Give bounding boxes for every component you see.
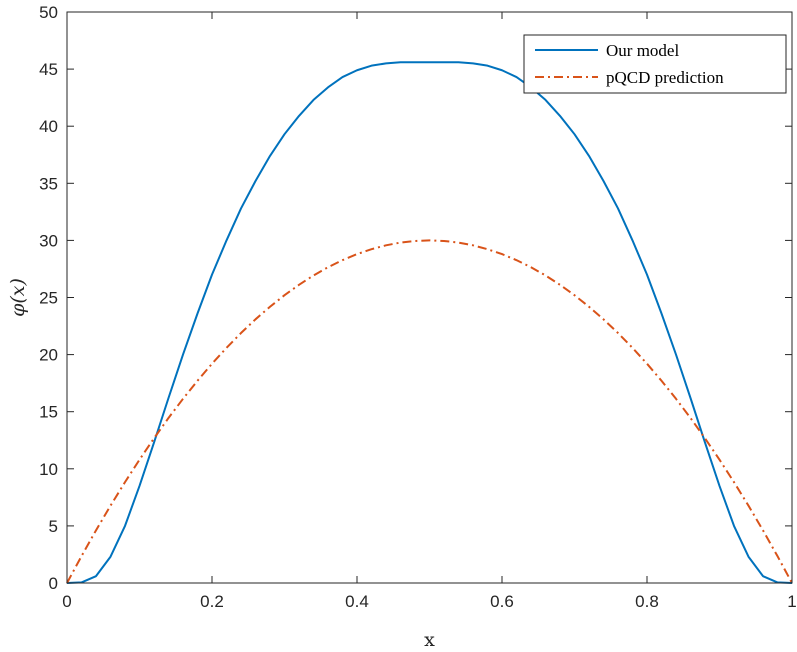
y-tick-label: 15: [39, 403, 58, 422]
y-tick-label: 20: [39, 346, 58, 365]
series-layer: [66, 61, 793, 584]
x-tick-label: 0.4: [345, 592, 369, 611]
x-tick-label: 0.8: [635, 592, 659, 611]
y-tick-label: 0: [49, 574, 58, 593]
x-axis-title: x: [424, 629, 435, 651]
y-tick-label: 5: [49, 517, 58, 536]
legend-label: pQCD prediction: [606, 68, 724, 87]
series-line-our-model: [66, 61, 793, 584]
series-line-pqcd-prediction: [66, 239, 793, 584]
x-tick-label: 0: [62, 592, 71, 611]
y-tick-label: 50: [39, 3, 58, 22]
legend-label: Our model: [606, 41, 679, 60]
x-tick-label: 1: [787, 592, 796, 611]
legend-box: [523, 34, 787, 94]
y-tick-label: 10: [39, 460, 58, 479]
y-tick-label: 30: [39, 231, 58, 250]
x-tick-label: 0.2: [200, 592, 224, 611]
y-tick-label: 40: [39, 117, 58, 136]
x-tick-label: 0.6: [490, 592, 514, 611]
y-axis-title: φ(x): [7, 278, 29, 317]
y-tick-label: 45: [39, 60, 58, 79]
y-tick-label: 35: [39, 174, 58, 193]
legend: Our model pQCD prediction: [523, 34, 787, 94]
y-tick-label: 25: [39, 289, 58, 308]
